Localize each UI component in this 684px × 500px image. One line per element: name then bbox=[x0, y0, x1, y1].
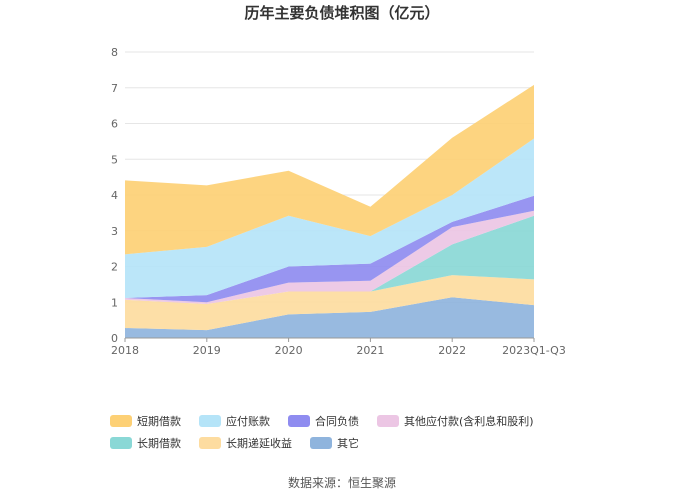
legend-item[interactable]: 应付账款 bbox=[199, 410, 270, 432]
area-series-1 bbox=[125, 275, 534, 331]
x-tick-label: 2022 bbox=[438, 344, 466, 357]
legend-swatch bbox=[199, 415, 221, 427]
legend-item[interactable]: 短期借款 bbox=[110, 410, 181, 432]
area-series-4 bbox=[125, 195, 534, 303]
chart-title: 历年主要负债堆积图（亿元） bbox=[244, 4, 440, 22]
area-series-5 bbox=[125, 138, 534, 298]
area-series bbox=[125, 84, 534, 338]
y-tick-label: 5 bbox=[111, 153, 118, 166]
legend-item[interactable]: 其它 bbox=[310, 432, 359, 454]
stacked-area-chart: 0 1 2 3 4 5 6 7 8 2018 2019 2020 2021 2022 2023Q1-Q3 bbox=[111, 46, 566, 357]
x-tick-label: 2021 bbox=[356, 344, 384, 357]
area-series-2 bbox=[125, 215, 534, 305]
legend-item[interactable]: 其他应付款(含利息和股利) bbox=[377, 410, 534, 432]
area-series-6 bbox=[125, 84, 534, 255]
axes: 0 1 2 3 4 5 6 7 8 2018 2019 2020 2021 2022 2023Q1-Q3 bbox=[111, 46, 566, 357]
legend-label: 短期借款 bbox=[137, 415, 181, 428]
legend-label: 长期递延收益 bbox=[226, 437, 292, 450]
legend-swatch bbox=[377, 415, 399, 427]
legend-item[interactable]: 长期递延收益 bbox=[199, 432, 292, 454]
y-tick-label: 0 bbox=[111, 332, 118, 345]
y-tick-label: 7 bbox=[111, 82, 118, 95]
legend-swatch bbox=[110, 415, 132, 427]
area-series-0 bbox=[125, 297, 534, 338]
legend-label: 长期借款 bbox=[137, 437, 181, 450]
chart-legend: 短期借款 应付账款 合同负债 其他应付款(含利息和股利) 长期借款 长期递延收益 其它 bbox=[110, 410, 590, 454]
x-tick-label: 2018 bbox=[111, 344, 139, 357]
x-tick-label: 2023Q1-Q3 bbox=[502, 344, 566, 357]
y-tick-label: 8 bbox=[111, 46, 118, 59]
legend-label: 其它 bbox=[337, 437, 359, 450]
x-tick-label: 2019 bbox=[193, 344, 221, 357]
legend-label: 合同负债 bbox=[315, 415, 359, 428]
data-source: 数据来源：恒生聚源 bbox=[287, 476, 396, 490]
legend-swatch bbox=[310, 437, 332, 449]
legend-label: 应付账款 bbox=[226, 415, 270, 428]
legend-swatch bbox=[288, 415, 310, 427]
legend-swatch bbox=[199, 437, 221, 449]
area-series-3 bbox=[125, 210, 534, 305]
y-tick-label: 6 bbox=[111, 118, 118, 131]
legend-swatch bbox=[110, 437, 132, 449]
x-tick-label: 2020 bbox=[275, 344, 303, 357]
y-tick-label: 2 bbox=[111, 261, 118, 274]
legend-item[interactable]: 长期借款 bbox=[110, 432, 181, 454]
legend-item[interactable]: 合同负债 bbox=[288, 410, 359, 432]
y-tick-label: 1 bbox=[111, 296, 118, 309]
y-tick-label: 4 bbox=[111, 189, 118, 202]
legend-label: 其他应付款(含利息和股利) bbox=[404, 415, 534, 428]
y-tick-label: 3 bbox=[111, 225, 118, 238]
